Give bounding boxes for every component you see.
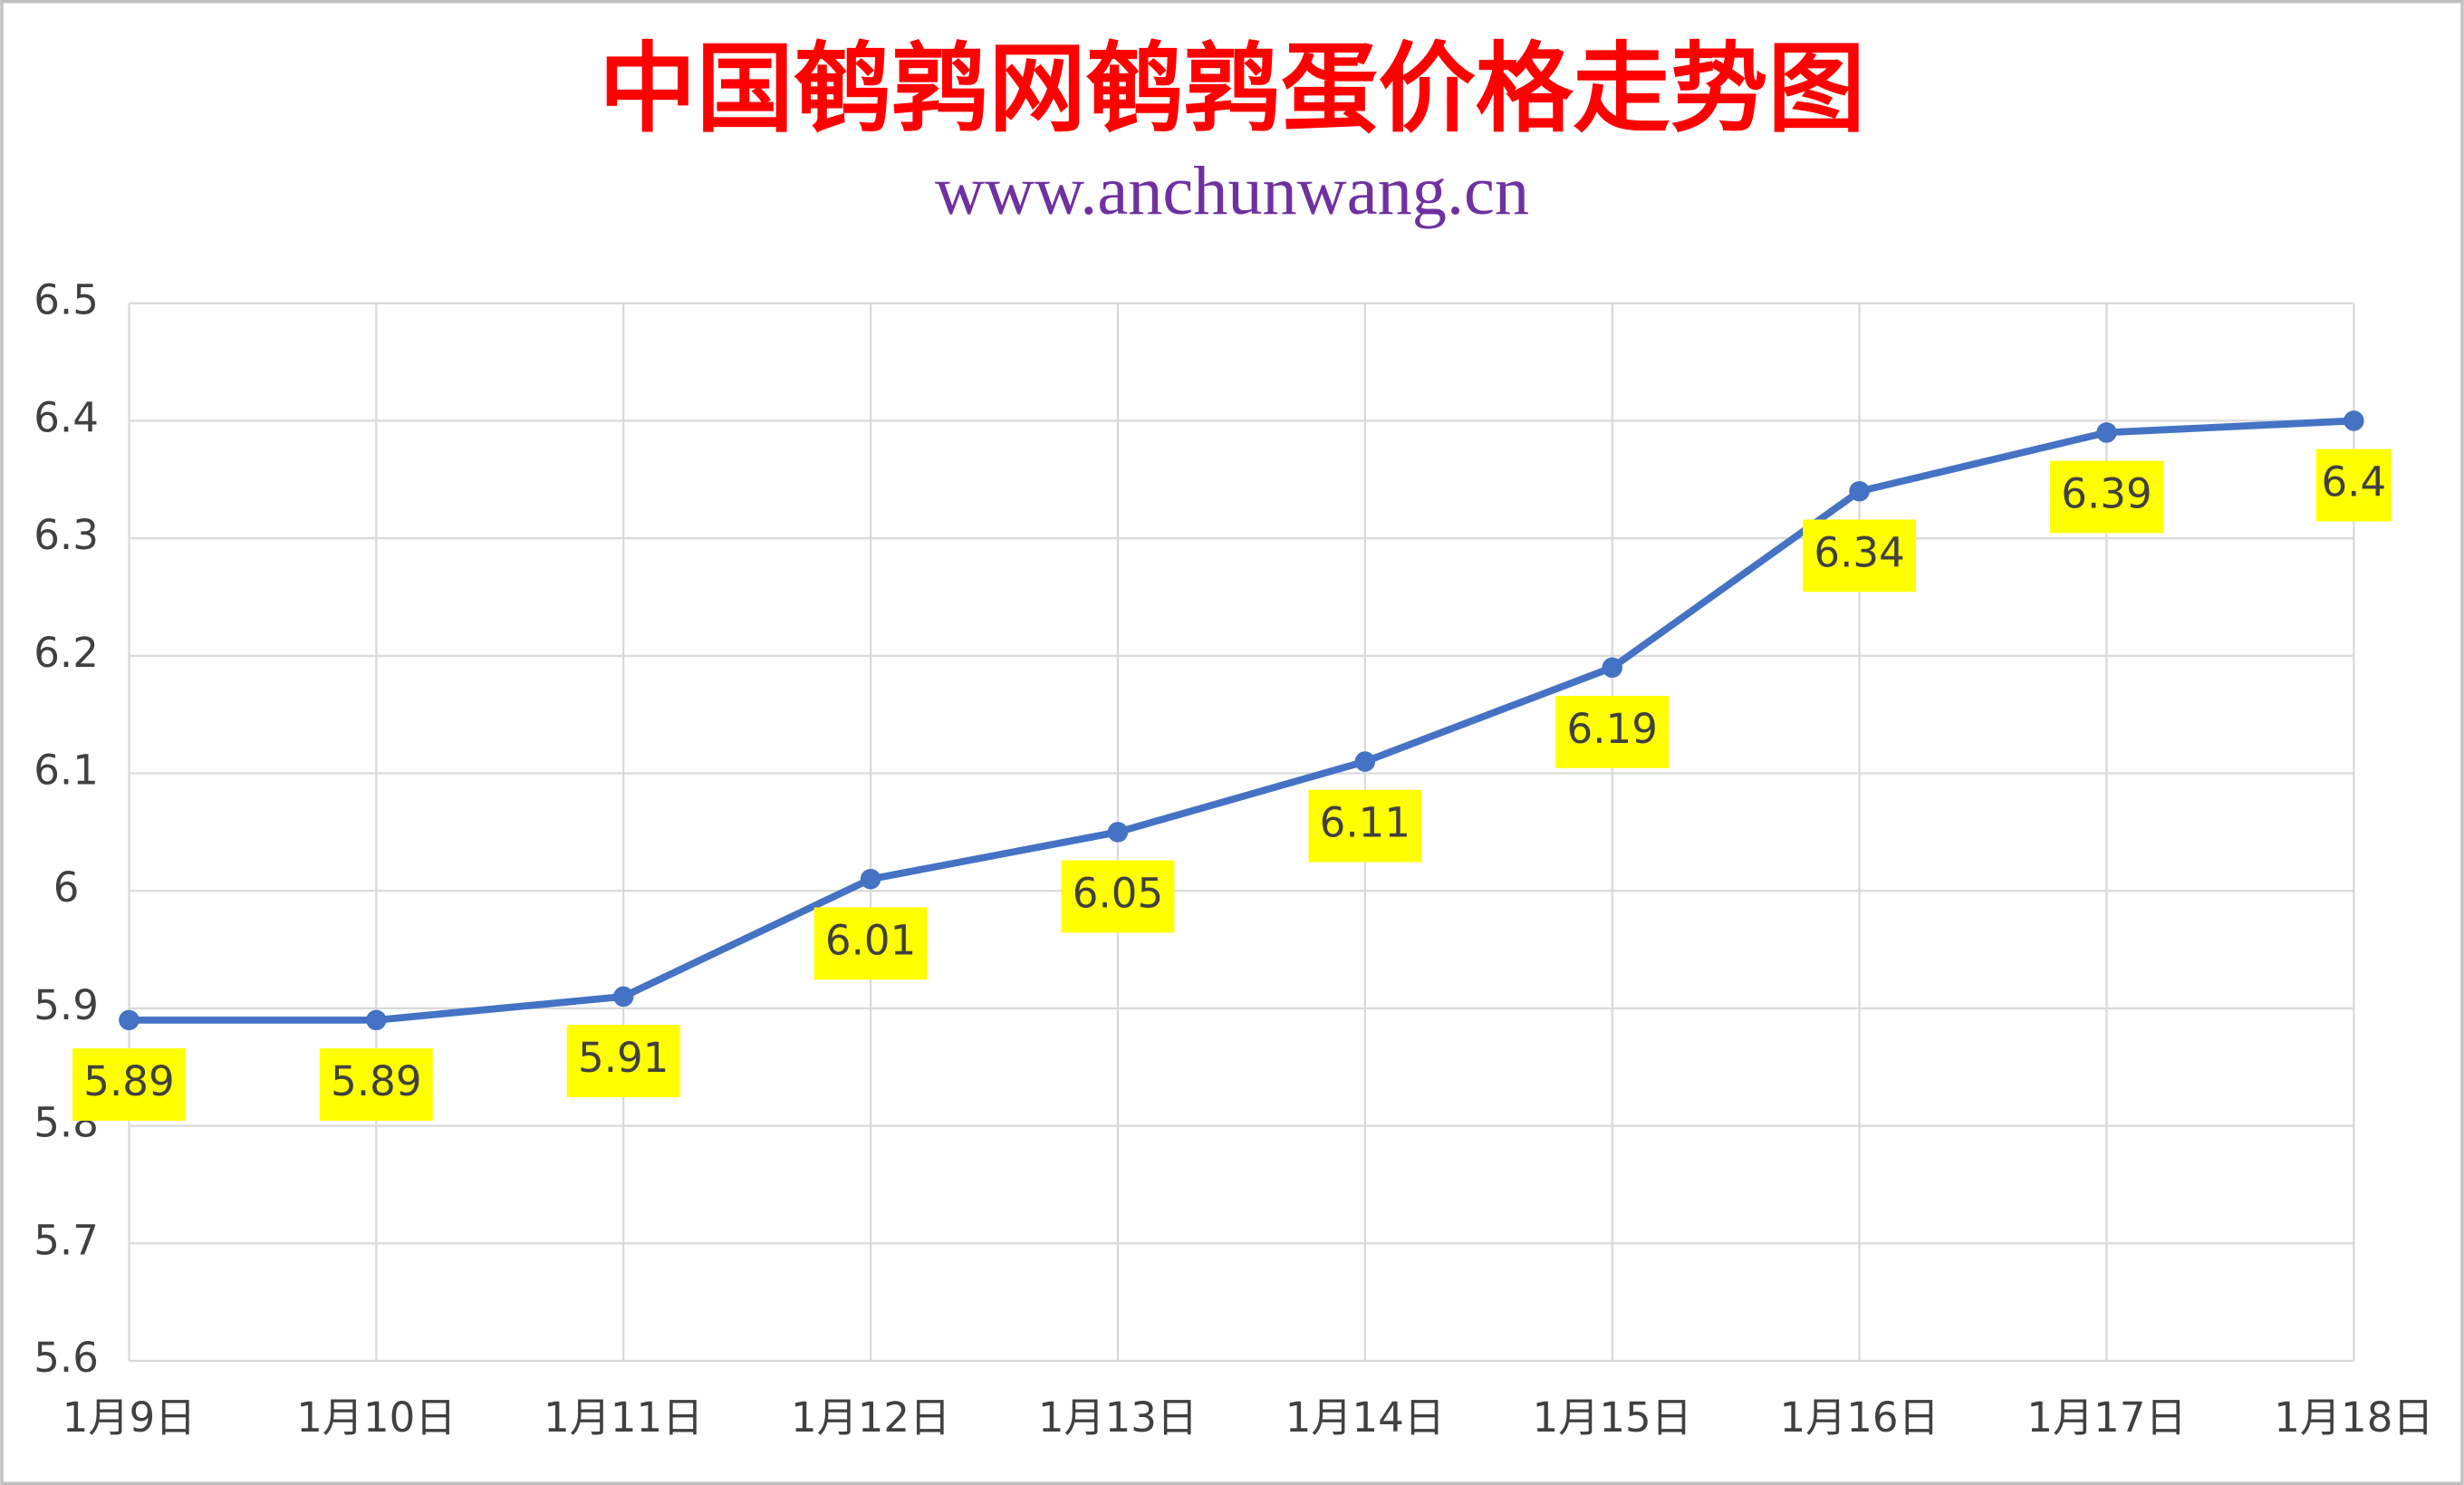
x-tick-label: 1月18日	[2274, 1393, 2433, 1442]
y-tick-label: 5.7	[34, 1216, 99, 1264]
y-tick-label: 5.9	[34, 981, 99, 1029]
value-label-bg	[1308, 789, 1422, 863]
point	[2344, 410, 2364, 431]
chart-subtitle: www.anchunwang.cn	[935, 152, 1529, 229]
x-tick-label: 1月9日	[63, 1393, 197, 1442]
x-tick-label: 1月15日	[1533, 1393, 1692, 1442]
value-label: 6.4	[2322, 458, 2387, 506]
value-label-bg	[1555, 696, 1670, 768]
y-tick-label: 5.6	[34, 1334, 99, 1382]
point	[1107, 822, 1129, 843]
value-label-bg	[566, 1025, 680, 1097]
value-label: 6.34	[1814, 528, 1904, 576]
y-tick-label: 6.5	[34, 276, 99, 324]
point	[612, 986, 634, 1008]
y-tick-label: 6.1	[34, 747, 99, 795]
value-label-bg	[319, 1048, 433, 1121]
value-label: 6.05	[1073, 869, 1163, 917]
point	[2096, 422, 2117, 443]
value-label: 6.39	[2061, 470, 2151, 518]
value-label-bg	[1803, 519, 1917, 593]
x-tick-label: 1月14日	[1285, 1393, 1445, 1442]
x-tick-label: 1月16日	[1779, 1393, 1939, 1442]
value-label-bg	[2050, 460, 2163, 534]
x-tick-label: 1月12日	[791, 1393, 950, 1442]
value-label-bg	[1061, 860, 1175, 933]
value-label: 6.01	[825, 916, 916, 964]
value-label-bg	[2315, 448, 2392, 522]
x-tick-label: 1月17日	[2026, 1393, 2186, 1442]
point	[860, 868, 881, 890]
point	[119, 1009, 140, 1031]
value-label: 5.89	[83, 1057, 174, 1105]
x-tick-label: 1月10日	[296, 1393, 456, 1442]
point	[1849, 480, 1870, 502]
y-tick-label: 6.3	[34, 511, 99, 559]
y-tick-label: 6.4	[34, 393, 99, 441]
value-label-bg	[813, 907, 928, 980]
point	[1354, 751, 1376, 772]
y-tick-label: 6	[53, 863, 80, 911]
point	[1602, 657, 1622, 679]
line-series	[129, 417, 2354, 1024]
value-label-bg	[72, 1048, 186, 1121]
x-tick-label: 1月11日	[544, 1393, 703, 1442]
value-label: 5.89	[331, 1057, 421, 1105]
value-label: 5.91	[578, 1034, 669, 1082]
point	[366, 1009, 387, 1031]
value-label: 6.19	[1567, 705, 1658, 753]
x-tick-label: 1月13日	[1038, 1393, 1198, 1442]
value-label: 6.11	[1320, 799, 1410, 847]
chart-title: 中国鹌鹑网鹌鹑蛋价格走势图	[599, 32, 1865, 146]
y-tick-label: 6.2	[34, 629, 99, 677]
